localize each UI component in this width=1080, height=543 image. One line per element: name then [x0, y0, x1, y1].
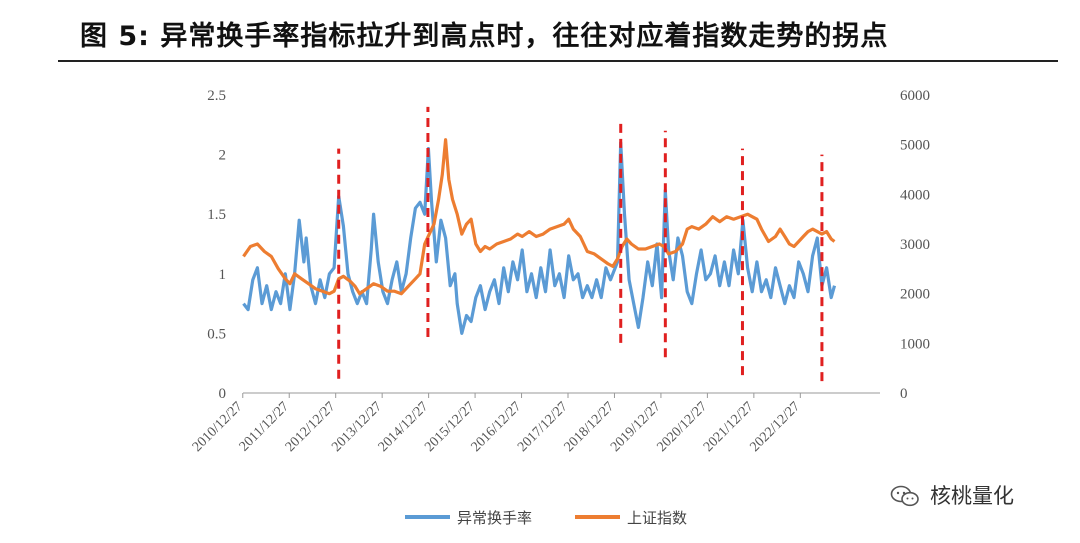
y-left-tick-label: 2.5 — [207, 88, 226, 104]
y-right-tick-label: 6000 — [900, 88, 930, 104]
legend-label: 上证指数 — [627, 509, 687, 527]
watermark-text: 核桃量化 — [930, 484, 1014, 508]
y-right-tick-label: 1000 — [900, 336, 930, 352]
series-line-index — [242, 138, 836, 296]
y-right-tick-label: 4000 — [900, 187, 930, 203]
y-right-tick-label: 0 — [900, 386, 908, 402]
legend-label: 异常换手率 — [457, 509, 532, 527]
title-divider — [58, 60, 1058, 62]
watermark: 核桃量化 — [890, 480, 1014, 510]
series-line-turnover — [242, 141, 837, 335]
y-left-tick-label: 0 — [219, 386, 227, 402]
y-left-tick-label: 0.5 — [207, 326, 226, 342]
chart-title: 图 5: 异常换手率指标拉升到高点时，往往对应着指数走势的拐点 — [80, 21, 889, 52]
y-left-tick-label: 1.5 — [207, 207, 226, 223]
x-tick-label: 2010/12/27 — [190, 399, 246, 455]
x-tick-label: 2022/12/27 — [747, 399, 803, 455]
wechat-icon — [890, 485, 919, 507]
y-right-tick-label: 2000 — [900, 287, 930, 303]
y-right-tick-label: 5000 — [900, 138, 930, 154]
y-right-tick-label: 3000 — [900, 237, 930, 253]
y-left-tick-label: 2 — [219, 148, 227, 164]
y-left-tick-label: 1 — [219, 267, 227, 283]
